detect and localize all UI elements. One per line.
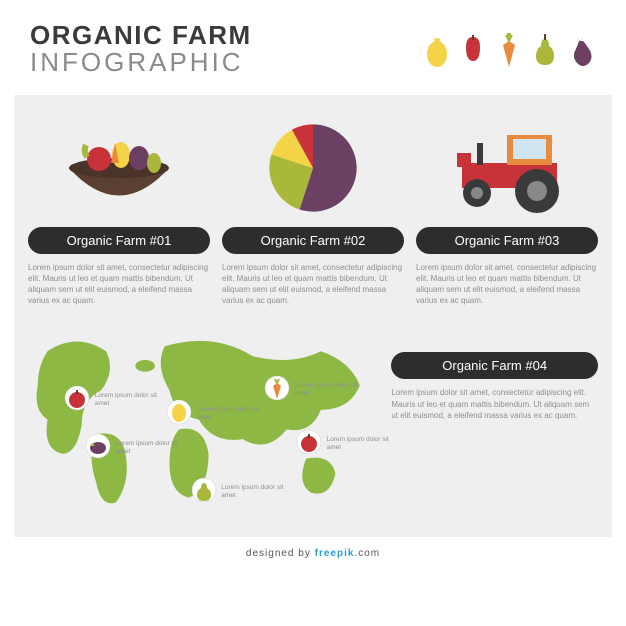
footer-brand: freepik: [315, 548, 355, 559]
pie-chart: [233, 113, 393, 223]
card-row: Organic Farm #01 Lorem ipsum dolor sit a…: [28, 113, 598, 307]
card-01: Organic Farm #01 Lorem ipsum dolor sit a…: [28, 113, 210, 307]
map-pin-apple: [296, 429, 322, 455]
card-03: Organic Farm #03 Lorem ipsum dolor sit a…: [416, 113, 598, 307]
content-panel: Organic Farm #01 Lorem ipsum dolor sit a…: [14, 95, 612, 537]
map-pin-label: Lorem ipsum dolor sit amet: [95, 392, 165, 408]
card-01-label: Organic Farm #01: [28, 227, 210, 254]
footer-prefix: designed by: [246, 548, 315, 559]
apple-icon: [458, 29, 488, 69]
card-03-body: Lorem ipsum dolor sit amet, consectetur …: [416, 262, 598, 307]
map-pin-label: Lorem ipsum dolor sit amet: [327, 436, 397, 452]
footer-suffix: .com: [354, 548, 380, 559]
card-02: Organic Farm #02 Lorem ipsum dolor sit a…: [222, 113, 404, 307]
basket-illustration: [39, 113, 199, 223]
map-pin-lemon: [166, 399, 192, 425]
map-pin-label: Lorem ipsum dolor sit amet: [295, 382, 365, 398]
header-icon-row: [422, 29, 596, 69]
map-pin-pear: [191, 477, 217, 503]
pear-icon: [530, 29, 560, 69]
map-pin-label: Lorem ipsum dolor sit amet: [197, 406, 267, 422]
map-pin-label: Lorem ipsum dolor sit amet: [116, 440, 186, 456]
world-map: Lorem ipsum dolor sit amet Lorem ipsum do…: [28, 322, 379, 522]
card-04-body: Lorem ipsum dolor sit amet, consectetur …: [391, 387, 598, 421]
header: ORGANIC FARM INFOGRAPHIC: [0, 0, 626, 87]
lemon-icon: [422, 29, 452, 69]
carrot-icon: [494, 29, 524, 69]
card-04-label: Organic Farm #04: [391, 352, 598, 379]
map-pin-apple: [64, 385, 90, 411]
card-03-label: Organic Farm #03: [416, 227, 598, 254]
tractor-illustration: [427, 113, 587, 223]
card-01-body: Lorem ipsum dolor sit amet, consectetur …: [28, 262, 210, 307]
map-pin-carrot: [264, 375, 290, 401]
card-02-body: Lorem ipsum dolor sit amet, consectetur …: [222, 262, 404, 307]
footer-text: designed by freepik.com: [246, 548, 380, 559]
header-title-block: ORGANIC FARM INFOGRAPHIC: [30, 22, 252, 77]
eggplant-icon: [566, 29, 596, 69]
map-section: Lorem ipsum dolor sit amet Lorem ipsum do…: [28, 322, 598, 522]
map-pin-eggplant: [85, 433, 111, 459]
footer: designed by freepik.com: [0, 537, 626, 561]
card-04: Organic Farm #04 Lorem ipsum dolor sit a…: [391, 322, 598, 522]
map-pin-label: Lorem ipsum dolor sit amet: [221, 484, 291, 500]
title-line-2: INFOGRAPHIC: [30, 49, 252, 76]
card-02-label: Organic Farm #02: [222, 227, 404, 254]
title-line-1: ORGANIC FARM: [30, 22, 252, 49]
